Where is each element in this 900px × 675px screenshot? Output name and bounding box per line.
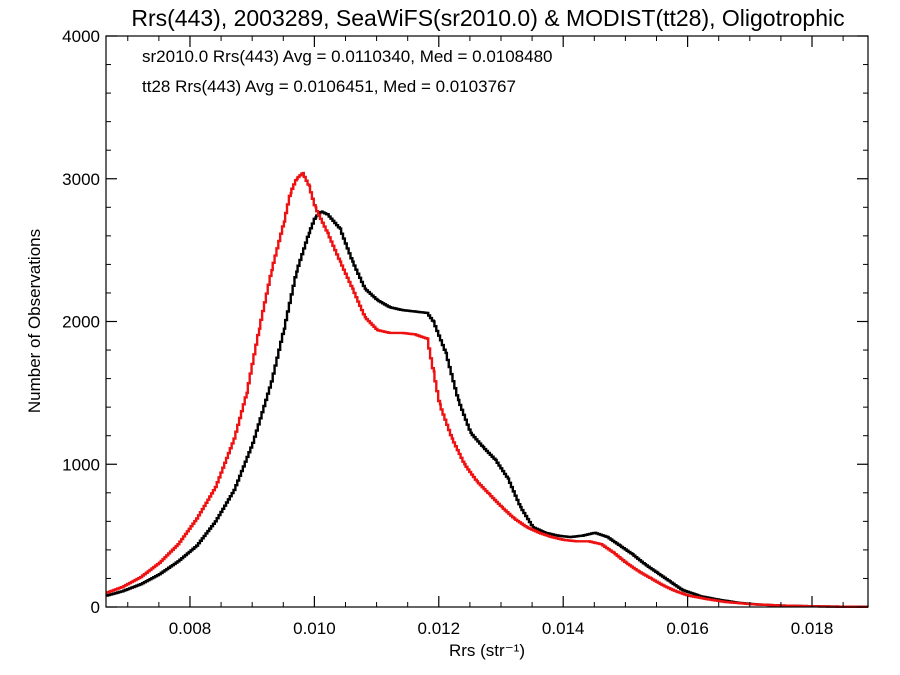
y-tick-label: 1000 xyxy=(62,455,100,474)
y-tick-label: 4000 xyxy=(62,27,100,46)
x-tick-label: 0.010 xyxy=(293,619,336,638)
plot-area xyxy=(106,171,869,609)
annotation-sr2010: sr2010.0 Rrs(443) Avg = 0.0110340, Med =… xyxy=(142,47,553,66)
x-axis-label: Rrs (str⁻¹) xyxy=(449,641,525,660)
plot-frame xyxy=(105,35,869,608)
x-tick-label: 0.008 xyxy=(169,619,212,638)
y-tick-label: 0 xyxy=(91,598,100,617)
y-tick-label: 2000 xyxy=(62,313,100,332)
y-axis-label: Number of Observations xyxy=(25,229,44,413)
series-line-1 xyxy=(106,171,869,609)
x-tick-label: 0.016 xyxy=(666,619,709,638)
x-tick-label: 0.018 xyxy=(791,619,834,638)
x-tick-label: 0.012 xyxy=(418,619,461,638)
axis-ticks: 0.008 0.010 0.012 0.014 0.016 0.018 0 1000 2000 3… xyxy=(62,27,868,638)
annotation-tt28: tt28 Rrs(443) Avg = 0.0106451, Med = 0.0… xyxy=(142,77,516,96)
y-tick-label: 3000 xyxy=(62,170,100,189)
x-tick-label: 0.014 xyxy=(542,619,585,638)
series-line-0 xyxy=(106,210,869,609)
chart-title: Rrs(443), 2003289, SeaWiFS(sr2010.0) & M… xyxy=(131,5,844,31)
